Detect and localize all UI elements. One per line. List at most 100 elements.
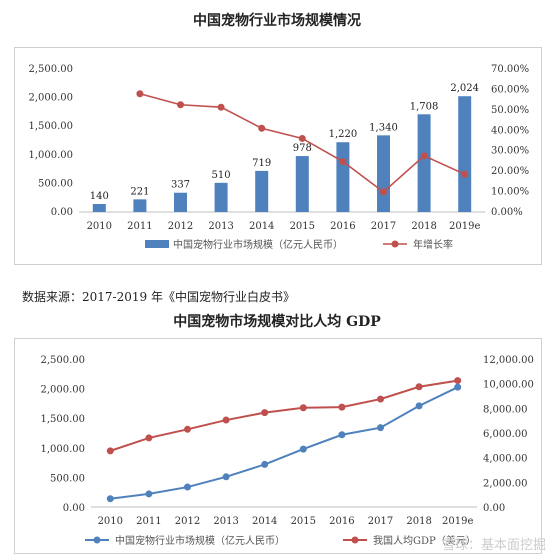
- chart1-frame: 0.00 500.00 1,000.00 1,500.00 2,000.00 2,500.…: [14, 47, 542, 265]
- chart2-title: 中国宠物市场规模对比人均 GDP: [173, 314, 381, 330]
- bar: [295, 156, 309, 212]
- market-size-line: [110, 386, 459, 500]
- market-size-point: [145, 490, 153, 498]
- y2-tick-label: 4,000.00: [483, 454, 528, 465]
- market-size-point: [222, 473, 230, 481]
- x-tick-label: 2015: [291, 516, 316, 527]
- gdp-per-capita-point: [338, 403, 346, 411]
- legend-line-label: 年增长率: [413, 238, 453, 251]
- y-tick-label: 1,500.00: [40, 414, 85, 425]
- bar: [417, 114, 431, 212]
- chart2-frame: 0.00 500.00 1,000.00 1,500.00 2,000.00 2,500.…: [14, 338, 542, 554]
- y2-tick-label: 8,000.00: [483, 404, 528, 415]
- x-tick-label: 2016: [329, 516, 354, 527]
- market-size-point: [454, 383, 462, 391]
- bar: [336, 142, 350, 212]
- bar: [133, 199, 147, 212]
- bar-value-label: 2,024: [450, 83, 479, 94]
- legend-gdp-marker: [351, 536, 359, 544]
- x-tick-label: 2017: [371, 221, 396, 232]
- bar: [458, 96, 472, 212]
- gdp-per-capita-point: [184, 425, 191, 433]
- bar-value-label: 719: [252, 158, 271, 169]
- legend-bar-swatch: [145, 240, 169, 248]
- x-tick-label: 2019e: [449, 221, 480, 232]
- bar: [214, 182, 228, 212]
- x-tick-label: 2019e: [442, 516, 473, 527]
- growth-rate-point: [217, 103, 225, 111]
- gdp-per-capita-point: [299, 404, 307, 412]
- legend-line-marker: [391, 240, 399, 248]
- market-size-point: [106, 495, 114, 503]
- gdp-per-capita-point: [261, 409, 269, 417]
- x-tick-label: 2012: [168, 221, 193, 232]
- y-tick-label: 0.00: [63, 503, 85, 514]
- gdp-per-capita-point: [106, 447, 114, 455]
- growth-rate-point: [380, 188, 387, 196]
- growth-rate-point: [177, 101, 184, 109]
- x-tick-label: 2016: [330, 221, 355, 232]
- bar-value-label: 221: [130, 186, 149, 197]
- y2-tick-label: 0.00: [483, 503, 505, 514]
- x-tick-label: 2011: [127, 221, 152, 232]
- bar-value-label: 140: [90, 191, 109, 202]
- growth-rate-point: [258, 124, 266, 132]
- chart2-svg: 0.00 500.00 1,000.00 1,500.00 2,000.00 2,500.…: [40, 355, 534, 547]
- bar-value-label: 1,340: [369, 122, 398, 133]
- y2-tick-label: 30.00%: [491, 146, 529, 157]
- gdp-per-capita-point: [145, 434, 153, 442]
- market-size-point: [415, 402, 423, 410]
- growth-rate-point: [136, 90, 144, 98]
- bar: [174, 192, 187, 212]
- y2-tick-label: 12,000.00: [483, 355, 534, 366]
- y2-tick-label: 50.00%: [491, 105, 529, 116]
- x-tick-label: 2018: [406, 516, 431, 527]
- source-note: 数据来源：2017-2019 年《中国宠物行业白皮书》: [22, 290, 295, 304]
- growth-rate-point: [339, 158, 347, 166]
- y-tick-label: 2,500.00: [40, 355, 85, 366]
- bar-value-label: 1,708: [410, 101, 439, 112]
- market-size-point: [184, 483, 191, 491]
- x-tick-label: 2014: [249, 221, 274, 232]
- chart1-title: 中国宠物行业市场规模情况: [193, 13, 361, 29]
- x-tick-label: 2017: [368, 516, 393, 527]
- bar-value-label: 978: [293, 143, 312, 154]
- x-tick-label: 2013: [213, 516, 238, 527]
- legend-bar-label: 中国宠物行业市场规模（亿元人民币）: [173, 238, 343, 251]
- y2-tick-label: 10,000.00: [483, 380, 534, 391]
- bar-value-label: 1,220: [329, 129, 358, 140]
- y2-tick-label: 2,000.00: [483, 478, 528, 489]
- x-tick-label: 2010: [98, 516, 123, 527]
- y2-tick-label: 40.00%: [491, 125, 529, 136]
- y-tick-label: 1,000.00: [40, 444, 85, 455]
- x-tick-label: 2018: [411, 221, 436, 232]
- market-size-point: [299, 445, 307, 453]
- bar-value-label: 337: [171, 180, 190, 191]
- growth-rate-point: [420, 152, 428, 160]
- y-tick-label: 500.00: [38, 178, 73, 189]
- growth-rate-point: [461, 170, 469, 178]
- y2-tick-label: 20.00%: [491, 166, 529, 177]
- market-size-point: [338, 431, 346, 439]
- y-tick-label: 1,000.00: [28, 150, 73, 161]
- gdp-per-capita-point: [415, 383, 423, 391]
- market-size-point: [261, 460, 269, 468]
- legend-market-marker: [93, 536, 101, 544]
- bar: [255, 170, 269, 212]
- x-tick-label: 2013: [208, 221, 233, 232]
- gdp-per-capita-point: [222, 416, 230, 424]
- growth-rate-point: [298, 134, 306, 142]
- y2-tick-label: 10.00%: [491, 187, 529, 198]
- y2-tick-label: 0.00%: [491, 207, 523, 218]
- market-size-point: [377, 424, 384, 432]
- bar: [377, 135, 390, 212]
- x-tick-label: 2014: [252, 516, 277, 527]
- bar: [92, 203, 106, 212]
- y-tick-label: 2,000.00: [28, 93, 73, 104]
- gdp-per-capita-point: [454, 377, 462, 385]
- legend-gdp-label: 我国人均GDP（美元）: [373, 534, 476, 547]
- x-tick-label: 2012: [175, 516, 200, 527]
- legend-market-label: 中国宠物行业市场规模（亿元人民币）: [115, 534, 285, 547]
- y-tick-label: 1,500.00: [28, 121, 73, 132]
- chart1-svg: 0.00 500.00 1,000.00 1,500.00 2,000.00 2,500.…: [28, 64, 529, 251]
